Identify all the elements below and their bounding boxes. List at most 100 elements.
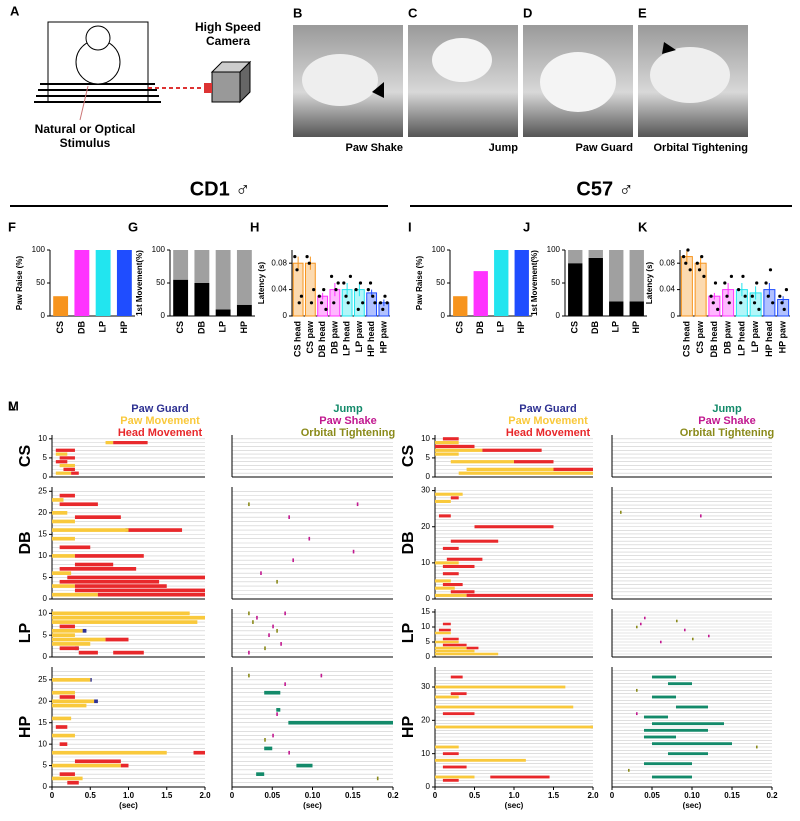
event <box>435 561 459 565</box>
event <box>644 735 676 739</box>
event <box>52 637 106 642</box>
event <box>320 673 323 678</box>
event <box>652 695 676 699</box>
y-tick-label: 50 <box>36 278 45 287</box>
event <box>356 502 359 507</box>
event <box>59 502 98 507</box>
event <box>252 620 254 624</box>
event <box>256 615 258 620</box>
data-point <box>366 288 370 292</box>
bar <box>473 271 488 316</box>
y-tick-label: 0 <box>43 472 48 481</box>
y-tick-label: 0 <box>671 311 676 320</box>
data-point <box>681 255 686 259</box>
event <box>435 705 574 709</box>
x-tick-label: HP paw <box>778 320 788 353</box>
y-tick-label: 20 <box>38 696 47 705</box>
event <box>276 628 278 633</box>
event <box>71 471 79 475</box>
x-tick-label: 0.5 <box>85 791 97 800</box>
x-tick-label: 0.05 <box>264 791 280 800</box>
group-label: HP <box>17 716 34 739</box>
x-tick-label: 0.05 <box>644 791 660 800</box>
event <box>52 733 75 738</box>
event <box>74 584 167 588</box>
data-point <box>295 268 299 272</box>
event <box>435 631 451 635</box>
y-tick-label: 0 <box>43 594 48 603</box>
event <box>52 611 190 616</box>
bar-segment <box>609 301 624 316</box>
event <box>74 588 205 593</box>
data-point <box>305 255 309 259</box>
legend-entry: Jump <box>333 403 363 415</box>
data-point <box>725 294 729 298</box>
event <box>466 467 554 471</box>
data-point <box>750 294 754 298</box>
panel-letter: K <box>638 219 648 234</box>
event <box>450 590 475 594</box>
data-point <box>755 281 759 285</box>
bar-segment <box>588 257 603 316</box>
event <box>514 460 554 464</box>
event <box>490 775 550 779</box>
data-point <box>700 255 704 259</box>
data-point <box>702 274 706 278</box>
data-point <box>378 301 383 305</box>
data-point <box>716 307 720 311</box>
y-tick-label: 0 <box>43 652 48 661</box>
x-tick-label: CS <box>455 321 465 334</box>
legend-entry: Head Movement <box>506 427 591 439</box>
data-point <box>342 281 346 285</box>
photo-caption: Paw Shake <box>346 142 403 154</box>
data-point <box>307 261 311 265</box>
data-point <box>778 294 782 298</box>
y-tick-label: 5 <box>43 573 48 582</box>
event <box>652 675 676 679</box>
event <box>756 745 758 749</box>
event <box>59 545 91 550</box>
x-tick-label: DB <box>590 321 600 334</box>
event <box>272 624 274 629</box>
data-point <box>385 301 389 305</box>
data-point <box>309 301 314 305</box>
event <box>435 579 451 583</box>
x-tick-label: LP <box>611 321 621 333</box>
legend-entry: Head Movement <box>118 427 203 439</box>
data-point <box>356 307 360 311</box>
y-tick-label: 5 <box>43 761 48 770</box>
data-point <box>784 288 789 292</box>
panel-letter: C <box>408 5 418 20</box>
data-point <box>299 294 304 298</box>
event <box>55 448 75 452</box>
event <box>276 708 281 712</box>
bar <box>53 296 69 316</box>
y-tick-label: 0 <box>161 311 166 320</box>
event <box>435 646 467 650</box>
x-tick-label: HP <box>119 321 129 334</box>
x-tick-label: 1.5 <box>548 791 560 800</box>
event <box>442 752 459 756</box>
x-tick-label: LP paw <box>354 320 364 352</box>
data-point <box>684 261 688 265</box>
y-tick-label: 0 <box>556 311 561 320</box>
event <box>435 725 593 729</box>
panel-letter: F <box>8 219 16 234</box>
y-tick-label: 10 <box>38 739 47 748</box>
y-tick-label: 15 <box>38 718 47 727</box>
event <box>52 699 95 704</box>
event <box>74 515 121 519</box>
y-tick-label: 0.08 <box>271 258 287 267</box>
photo-caption: Orbital Tightening <box>653 142 748 154</box>
panel-letter: L <box>8 398 16 413</box>
event <box>94 699 98 704</box>
y-tick-label: 50 <box>551 278 560 287</box>
event <box>660 640 662 644</box>
data-point <box>371 294 375 298</box>
stimulus-pointer <box>79 85 89 121</box>
y-tick-label: 15 <box>38 529 47 538</box>
event <box>105 441 114 445</box>
event <box>59 646 79 651</box>
legend-entry: Jump <box>712 403 742 415</box>
